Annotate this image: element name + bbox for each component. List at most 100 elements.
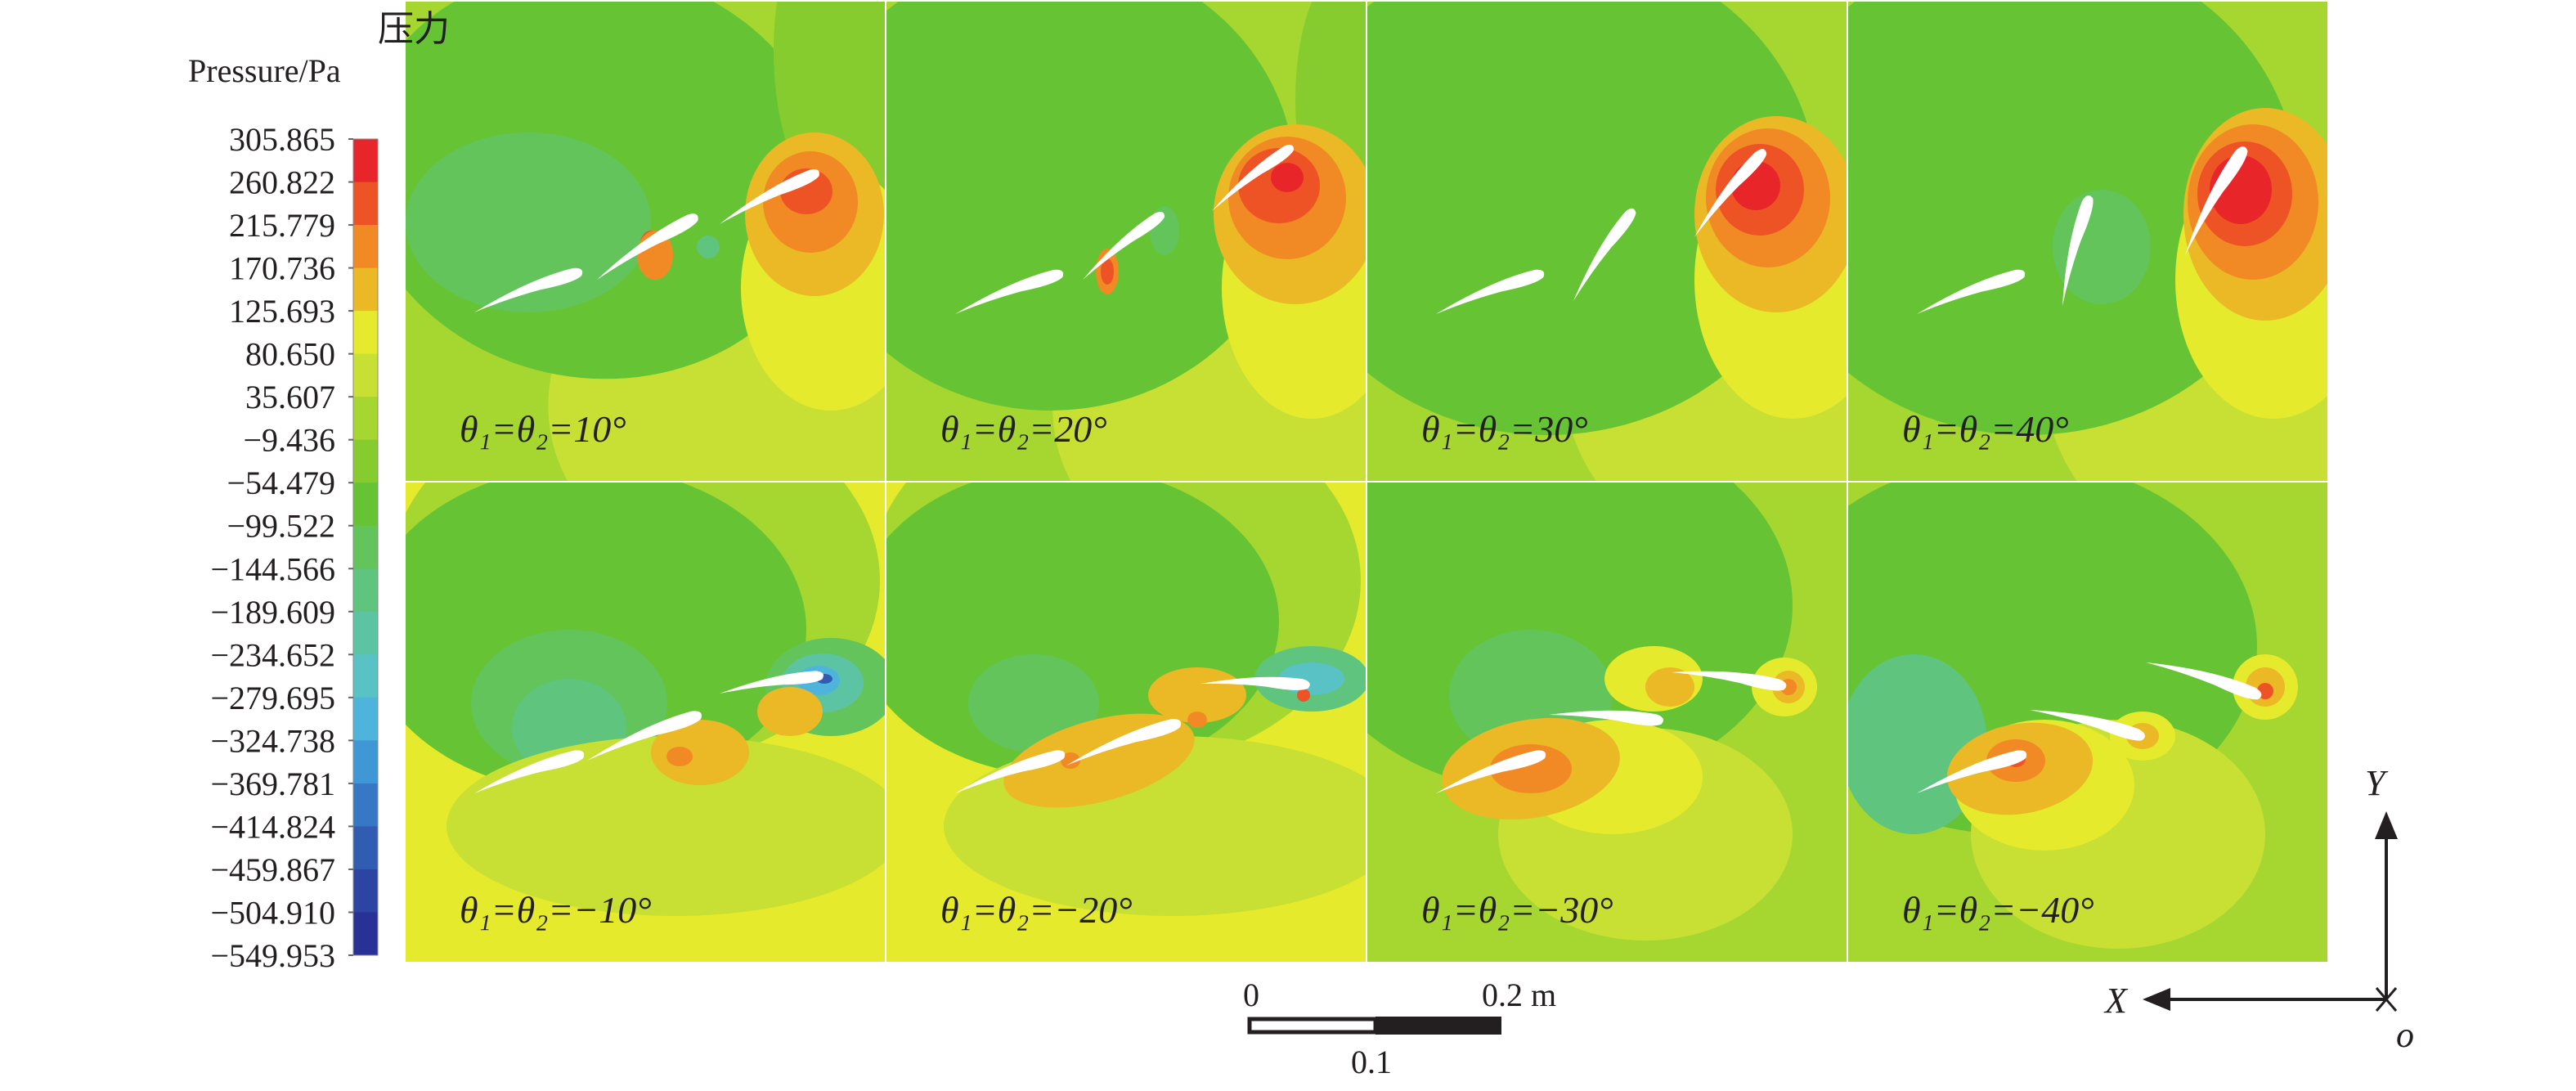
legend-level-label: 80.650 <box>245 336 335 373</box>
legend-level-label: 170.736 <box>229 250 335 287</box>
airfoil-blade <box>2185 146 2248 255</box>
airfoil-blade <box>587 711 702 761</box>
airfoil-blade <box>720 671 824 694</box>
panel-angle-label: θ₁=θ₂=−30° <box>1421 889 1613 931</box>
legend-level-label: −54.479 <box>227 465 335 501</box>
pressure-contour-region <box>1490 744 1572 793</box>
airfoil-blade <box>720 169 819 224</box>
scale-bar-black-segment <box>1376 1017 1501 1035</box>
airfoil-blade <box>955 750 1066 793</box>
contour-panels: θ₁=θ₂=10° θ₁=θ₂=20° θ₁=θ₂=30° θ₁=θ₂=40° θ₁=θ… <box>406 2 2327 962</box>
pressure-field <box>1367 483 1847 962</box>
contour-panel: θ₁=θ₂=−20° <box>886 483 1366 962</box>
legend-colorbar <box>348 138 379 956</box>
panel-angle-label: θ₁=θ₂=−20° <box>940 889 1133 931</box>
legend-level-label: −279.695 <box>210 680 335 716</box>
legend-band <box>353 525 378 569</box>
airfoil-blade <box>1436 269 1545 314</box>
pressure-contour-region <box>1271 163 1304 192</box>
legend-title-en: Pressure/Pa <box>188 52 341 89</box>
legend-level-label: −189.609 <box>210 594 335 631</box>
pressure-field <box>1848 483 2327 962</box>
pressure-contour-region <box>406 132 651 312</box>
pressure-contour-region <box>757 687 823 736</box>
contour-panel: θ₁=θ₂=10° <box>406 2 885 481</box>
airfoil-blade <box>474 750 585 793</box>
pressure-field <box>886 2 1366 481</box>
airfoil-blade <box>474 267 583 312</box>
airfoil-blade <box>1200 676 1310 690</box>
legend-band <box>353 182 378 226</box>
legend-band <box>353 611 378 655</box>
y-arrow-icon <box>2375 811 2398 839</box>
pressure-contour-region <box>2053 190 2151 304</box>
airfoil-blade <box>1917 269 2026 314</box>
legend-level-label: 305.865 <box>229 121 335 158</box>
airfoil-blade <box>1917 750 2027 793</box>
legend-band <box>353 740 378 784</box>
panel-angle-label: θ₁=θ₂=30° <box>1421 408 1588 450</box>
airfoil-blade <box>2062 195 2094 306</box>
panel-angle-label: θ₁=θ₂=20° <box>940 408 1107 450</box>
contour-panel: θ₁=θ₂=30° <box>1367 2 1847 481</box>
pressure-field <box>886 483 1366 962</box>
legend-level-label: −234.652 <box>210 636 335 673</box>
airfoil-blade <box>1066 719 1182 765</box>
legend-band <box>353 783 378 827</box>
legend-level-label: 215.779 <box>229 207 335 244</box>
pressure-contour-region <box>666 747 693 766</box>
legend-level-label: −549.953 <box>210 937 335 974</box>
legend-level-label: 260.822 <box>229 164 335 201</box>
legend-band <box>353 654 378 698</box>
legend-band <box>353 697 378 741</box>
contour-panel: θ₁=θ₂=40° <box>1848 2 2327 481</box>
scale-bar-white-segment <box>1247 1017 1378 1035</box>
pressure-contour-region <box>968 654 1099 752</box>
pressure-contour-region <box>1150 206 1179 255</box>
legend-title-cn: 压力 <box>378 9 450 49</box>
origin-label: o <box>2396 1015 2414 1055</box>
legend-band <box>353 267 378 312</box>
airfoil-blade <box>597 213 698 280</box>
airfoil-blade <box>1212 144 1294 211</box>
pressure-field <box>406 483 885 962</box>
airfoil-blade <box>2030 710 2146 741</box>
legend-band <box>353 397 378 441</box>
pressure-field <box>1367 2 1847 481</box>
legend-band <box>353 311 378 355</box>
legend-band <box>353 912 378 956</box>
legend-level-label: −459.867 <box>210 851 335 888</box>
pressure-contour-region <box>697 236 720 258</box>
legend: 压力 Pressure/Pa 305.865 260.822 215.779 170.… <box>188 9 450 974</box>
scale-end-label: 0.2 m <box>1482 977 1556 1013</box>
panel-angle-label: θ₁=θ₂=−10° <box>460 889 652 931</box>
legend-level-label: 35.607 <box>245 379 335 415</box>
pressure-contour-region <box>447 736 885 916</box>
airfoil-blade <box>1083 211 1165 280</box>
airfoil-blade <box>955 269 1064 314</box>
legend-band <box>353 353 378 397</box>
pressure-field <box>406 2 885 481</box>
scale-start-label: 0 <box>1243 977 1259 1013</box>
legend-level-label: −144.566 <box>210 550 335 587</box>
panel-angle-label: θ₁=θ₂=10° <box>460 408 626 450</box>
legend-frame <box>352 138 379 956</box>
contour-panel: θ₁=θ₂=−30° <box>1367 483 1847 962</box>
legend-band <box>353 826 378 870</box>
legend-band <box>353 483 378 527</box>
pressure-field <box>1848 2 2327 481</box>
airfoil-blade <box>1694 149 1767 237</box>
y-axis-label: Y <box>2365 763 2389 803</box>
pressure-contour-region <box>886 2 1295 411</box>
pressure-contour-region <box>1645 667 1694 707</box>
pressure-contour-region <box>1101 258 1114 285</box>
scale-mid-label: 0.1 <box>1351 1044 1392 1080</box>
legend-band <box>353 439 378 483</box>
x-axis-label: X <box>2103 981 2129 1021</box>
pressure-contour-region <box>1297 689 1310 702</box>
pressure-contour-region <box>1061 752 1080 769</box>
airfoil-blade <box>2146 662 2262 700</box>
airfoil-blade <box>1573 208 1636 301</box>
scale-bar: 0 0.2 m 0.1 <box>1243 977 1556 1080</box>
